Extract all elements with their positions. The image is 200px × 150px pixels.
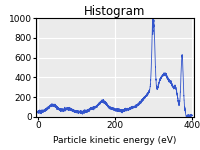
Title: Histogram: Histogram: [84, 5, 146, 18]
X-axis label: Particle kinetic energy (eV): Particle kinetic energy (eV): [53, 136, 177, 145]
